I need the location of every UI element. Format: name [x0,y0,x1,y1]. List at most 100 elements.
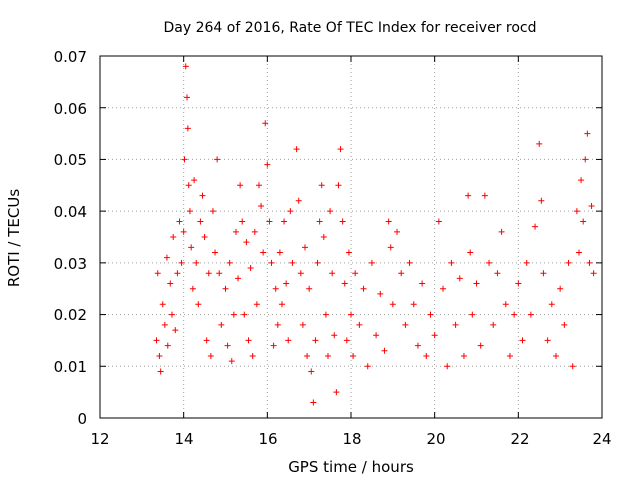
roti-data-point [157,368,164,375]
roti-data-point [255,182,262,189]
roti-data-point [373,332,380,339]
roti-data-point [398,270,405,277]
x-axis-ticks: 12 14 16 18 20 22 24 [90,430,611,448]
roti-data-point [276,249,283,256]
roti-data-point [193,259,200,266]
roti-data-point [270,342,277,349]
roti-data-point [161,321,168,328]
roti-data-point [230,311,237,318]
roti-data-point [548,301,555,308]
roti-data-point [184,125,191,132]
roti-data-point [216,270,223,277]
roti-data-point [350,352,357,359]
roti-data-point [306,285,313,292]
roti-data-point [243,239,250,246]
roti-data-point [184,94,191,101]
roti-data-point [532,223,539,230]
roti-data-point [322,311,329,318]
x-tick-label-1: 14 [174,430,193,448]
roti-data-point [266,218,273,225]
roti-data-point [268,259,275,266]
roti-data-point [189,285,196,292]
roti-data-point [293,146,300,153]
roti-data-point [345,249,352,256]
roti-data-point [274,321,281,328]
y-tick-label-2: 0.02 [54,306,87,324]
x-tick-label-5: 22 [510,430,529,448]
y-tick-label-0: 0 [77,410,87,428]
roti-data-point [235,275,242,282]
roti-data-point [247,265,254,272]
roti-data-point [224,342,231,349]
roti-data-point [172,327,179,334]
roti-data-point [205,270,212,277]
roti-data-point [356,321,363,328]
roti-data-point [544,337,551,344]
roti-data-point [515,280,522,287]
roti-data-point [557,285,564,292]
roti-data-point [435,218,442,225]
roti-data-point [584,130,591,137]
roti-data-point [337,146,344,153]
roti-data-point [232,228,239,235]
roti-data-point [185,182,192,189]
roti-data-point [289,259,296,266]
roti-data-point [197,218,204,225]
roti-data-point [588,202,595,209]
roti-data-point [285,337,292,344]
y-axis-label: ROTI / TECUs [5,189,23,287]
roti-data-point [304,352,311,359]
roti-data-point [431,332,438,339]
roti-data-point [331,332,338,339]
roti-data-point [264,161,271,168]
roti-data-point [343,337,350,344]
roti-data-point [214,156,221,163]
roti-data-point [168,311,175,318]
roti-data-point [341,280,348,287]
roti-data-point [186,208,193,215]
roti-data-point [540,270,547,277]
roti-data-point [473,280,480,287]
roti-data-point [406,259,413,266]
y-tick-label-3: 0.03 [54,255,87,273]
roti-data-point [569,363,576,370]
roti-data-point [575,249,582,256]
roti-data-point [580,218,587,225]
roti-data-point [456,275,463,282]
y-tick-label-6: 0.06 [54,100,87,118]
roti-data-point [527,311,534,318]
roti-data-point [381,347,388,354]
roti-data-point [494,270,501,277]
roti-data-point [561,321,568,328]
x-axis-label: GPS time / hours [288,458,414,476]
roti-data-point [506,352,513,359]
roti-data-point [410,301,417,308]
roti-data-point [360,285,367,292]
roti-data-point [239,218,246,225]
grid-lines [99,55,603,419]
roti-data-point [201,234,208,240]
roti-data-point [310,399,317,406]
roti-data-point [523,259,530,266]
roti-data-point [218,321,225,328]
roti-data-point [297,270,304,277]
roti-data-point [299,321,306,328]
roti-data-point [590,270,597,277]
data-points [153,63,597,406]
roti-data-point [578,177,585,184]
roti-data-point [281,218,288,225]
roti-data-point [452,321,459,328]
y-axis-ticks: 0 0.01 0.02 0.03 0.04 0.05 0.06 0.07 [54,48,87,428]
roti-data-point [352,270,359,277]
roti-data-point [490,321,497,328]
chart-title: Day 264 of 2016, Rate Of TEC Index for r… [164,20,537,36]
roti-data-point [586,259,593,266]
roti-data-point [460,352,467,359]
roti-data-point [419,280,426,287]
roti-data-point [176,218,183,225]
roti-data-point [481,192,488,199]
roti-data-point [536,140,543,147]
roti-data-point [278,301,285,308]
roti-data-point [308,368,315,375]
